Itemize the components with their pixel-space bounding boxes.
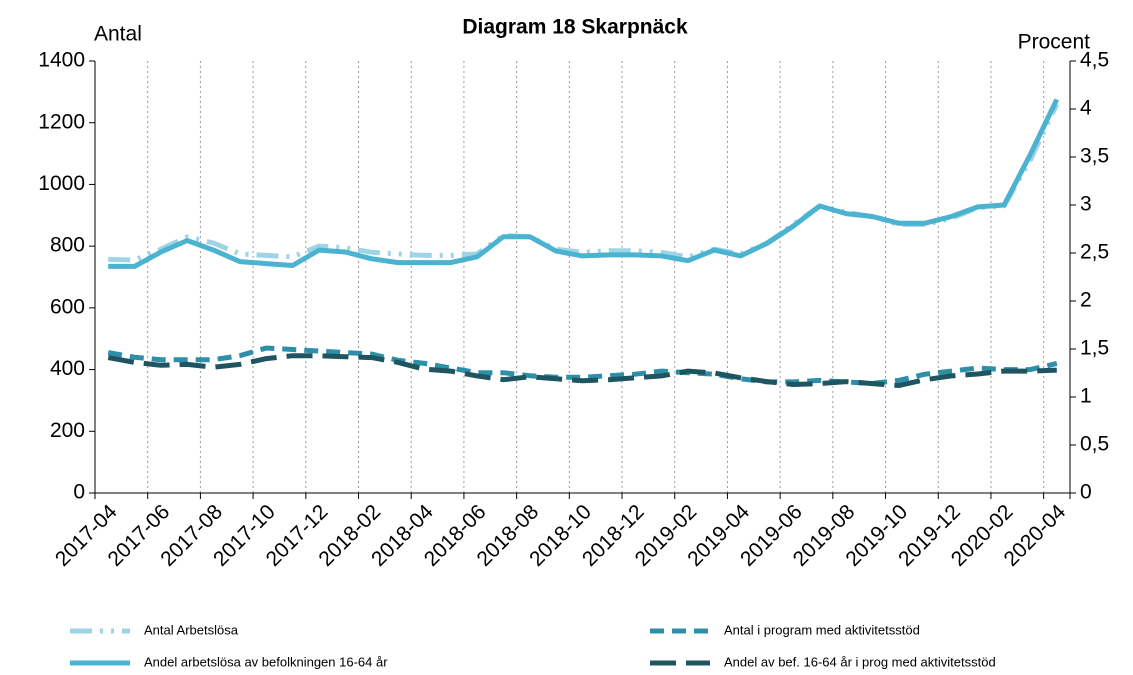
y-tick-label: 1000: [38, 172, 85, 195]
legend-label: Andel arbetslösa av befolkningen 16-64 å…: [144, 654, 388, 669]
y2-tick-label: 1,5: [1080, 337, 1109, 360]
y2-tick-label: 0,5: [1080, 433, 1109, 456]
y2-tick-label: 4: [1080, 97, 1092, 120]
y2-tick-label: 2,5: [1080, 241, 1109, 264]
y2-tick-label: 3,5: [1080, 145, 1109, 168]
y2-tick-label: 4,5: [1080, 49, 1109, 72]
y-tick-label: 1400: [38, 49, 85, 72]
y2-tick-label: 2: [1080, 289, 1092, 312]
legend-label: Antal i program med aktivitetsstöd: [724, 622, 920, 637]
legend-label: Antal Arbetslösa: [144, 622, 239, 637]
y2-tick-label: 3: [1080, 193, 1092, 216]
series-line: [107, 345, 1058, 386]
y-tick-label: 600: [50, 295, 85, 318]
series-line: [107, 353, 1057, 388]
y-tick-label: 0: [73, 481, 85, 504]
y2-axis-label: Procent: [1018, 31, 1091, 54]
y2-tick-label: 0: [1080, 481, 1092, 504]
y-tick-label: 200: [50, 419, 85, 442]
y-tick-label: 1200: [38, 110, 85, 133]
chart-title: Diagram 18 Skarpnäck: [462, 16, 688, 39]
series-line: [108, 103, 1060, 263]
y-tick-label: 800: [50, 234, 85, 257]
y2-tick-label: 1: [1080, 385, 1092, 408]
y-axis-label: Antal: [94, 23, 142, 46]
y-tick-label: 400: [50, 357, 85, 380]
series-line: [108, 98, 1060, 269]
legend-label: Andel av bef. 16-64 år i prog med aktivi…: [724, 654, 996, 669]
